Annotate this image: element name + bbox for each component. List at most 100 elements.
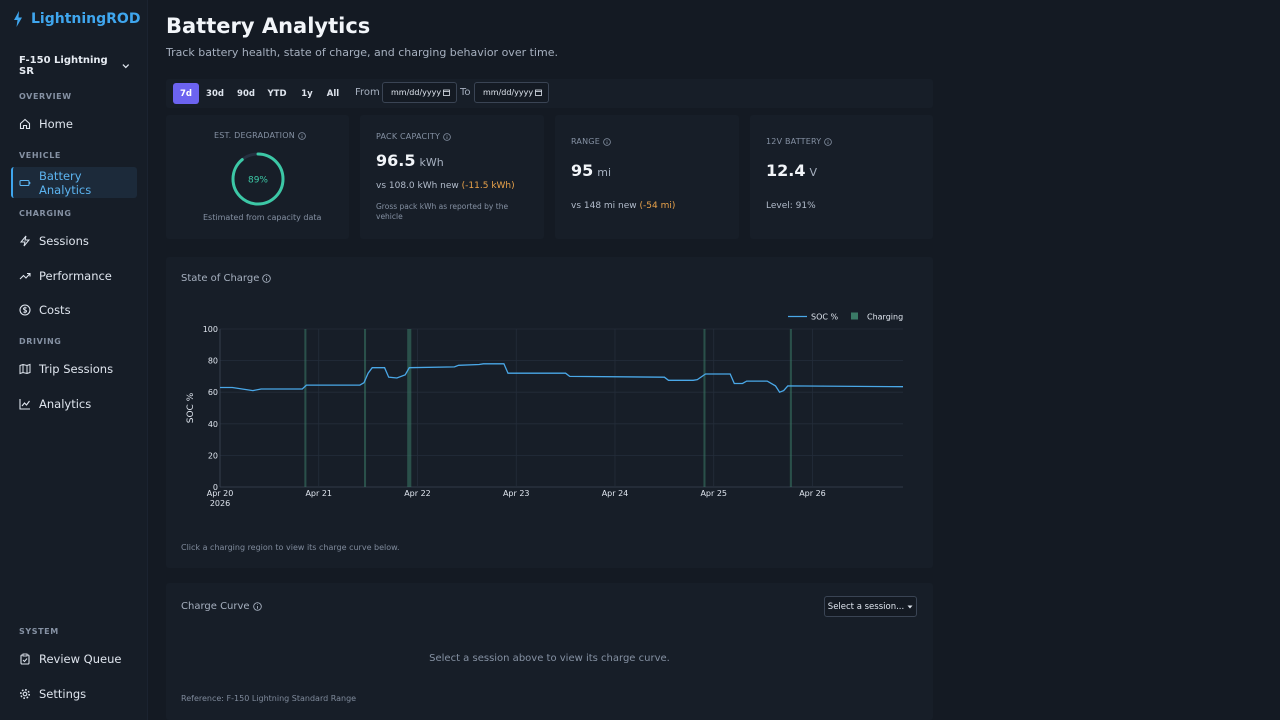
pack-capacity-compare-text: vs 108.0 kWh new [376,181,459,191]
from-date-placeholder: mm/dd/yyyy [391,88,442,97]
y-tick-label: 60 [208,388,218,397]
sidebar-item-label: Costs [39,302,71,317]
y-tick-label: 20 [208,451,218,460]
sidebar-item-battery-analytics[interactable]: Battery Analytics [11,167,137,198]
x-tick-label: Apr 23 [503,489,530,498]
info-icon[interactable] [603,137,611,146]
pack-capacity-delta: (-11.5 kWh) [461,181,515,191]
line-chart-icon [19,398,30,410]
y-tick-label: 80 [208,357,218,366]
sidebar-item-trip-sessions[interactable]: Trip Sessions [11,353,137,384]
y-axis-label: SOC % [186,392,196,423]
range-ytd-button[interactable]: YTD [267,88,287,99]
soc-panel: State of Charge Click a charging region … [166,257,933,568]
x-tick-label: Apr 24 [602,489,629,498]
soc-series-line [220,363,904,393]
range-label-text: RANGE [571,137,600,146]
degradation-label-text: EST. DEGRADATION [214,131,295,140]
aux-battery-label-text: 12V BATTERY [766,137,822,146]
page-title: Battery Analytics [166,14,371,38]
section-driving: DRIVING [19,337,62,346]
chart-legend: SOC % Charging [788,312,903,322]
sidebar-item-sessions[interactable]: Sessions [11,225,137,256]
aux-battery-level: Level: 91% [766,201,816,211]
section-charging: CHARGING [19,209,72,218]
section-overview: OVERVIEW [19,92,72,101]
vehicle-name: F-150 Lightning SR [19,55,108,77]
charge-curve-title-text: Charge Curve [181,601,250,612]
vehicle-selector[interactable]: F-150 Lightning SR [19,55,131,77]
range-value: 95 mi [571,161,611,180]
y-tick-label: 40 [208,420,218,429]
to-label: To [460,87,471,98]
gauge-value: 89% [248,176,268,186]
pack-capacity-number: 96.5 [376,151,416,170]
aux-battery-number: 12.4 [766,161,806,180]
info-icon[interactable] [262,274,272,283]
aux-battery-label: 12V BATTERY [766,137,833,146]
range-30d-button[interactable]: 30d [206,88,224,99]
section-system: SYSTEM [19,627,59,636]
x-tick-label: Apr 20 [207,489,234,498]
date-range-toolbar: 7d 30d 90d YTD 1y All From mm/dd/yyyy To… [166,79,933,108]
sidebar-item-home[interactable]: Home [11,108,137,139]
caret-down-icon [907,605,913,608]
range-all-button[interactable]: All [326,88,340,99]
bolt-icon [19,235,31,246]
from-date-input[interactable]: mm/dd/yyyy [382,82,457,103]
x-tick-label: Apr 25 [700,489,727,498]
sidebar: LightningROD F-150 Lightning SR OVERVIEW… [0,0,148,720]
info-icon[interactable] [298,131,306,140]
pack-capacity-value: 96.5 kWh [376,151,444,170]
map-icon [19,363,31,374]
x-year-label: 2026 [210,499,230,508]
session-select[interactable]: Select a session... [824,596,917,617]
charging-region [407,329,412,487]
legend-soc-label: SOC % [811,313,839,322]
range-compare-text: vs 148 mi new [571,201,637,211]
sidebar-item-costs[interactable]: Costs [11,294,137,325]
pack-capacity-unit: kWh [419,156,444,169]
range-label: RANGE [571,137,611,146]
info-icon[interactable] [443,132,451,141]
sidebar-item-label: Battery Analytics [39,168,92,197]
sidebar-item-analytics[interactable]: Analytics [11,388,137,419]
clipboard-icon [20,653,30,665]
sidebar-item-label: Sessions [39,233,89,248]
charge-curve-reference: Reference: F-150 Lightning Standard Rang… [181,694,357,703]
range-number: 95 [571,161,594,180]
degradation-card: EST. DEGRADATION 89% Estimated from capa… [166,115,349,239]
to-date-input[interactable]: mm/dd/yyyy [474,82,549,103]
range-90d-button[interactable]: 90d [237,88,255,99]
to-date-placeholder: mm/dd/yyyy [483,88,534,97]
y-tick-label: 100 [203,325,218,334]
legend-charging-label: Charging [867,313,903,322]
app-logo[interactable]: LightningROD [13,11,140,27]
calendar-icon [443,89,450,96]
range-card: RANGE 95 mi vs 148 mi new (-54 mi) [555,115,739,239]
dollar-icon [19,303,31,316]
range-compare: vs 148 mi new (-54 mi) [571,201,675,211]
range-1y-button[interactable]: 1y [301,88,313,99]
sidebar-item-performance[interactable]: Performance [11,260,137,291]
sidebar-item-review-queue[interactable]: Review Queue [11,643,137,674]
soc-hint: Click a charging region to view its char… [181,543,400,552]
info-icon[interactable] [824,137,833,146]
pack-capacity-label: PACK CAPACITY [376,132,451,141]
page-subtitle: Track battery health, state of charge, a… [166,46,558,59]
charge-curve-title: Charge Curve [181,601,262,612]
pack-capacity-note: Gross pack kWh as reported by the vehicl… [376,202,509,221]
soc-panel-title-text: State of Charge [181,273,260,284]
sidebar-item-label: Home [39,116,73,131]
chart-grid [219,328,903,488]
bolt-logo-icon [14,11,22,27]
range-7d-button[interactable]: 7d [173,83,199,104]
info-icon[interactable] [252,602,262,611]
soc-panel-title: State of Charge [181,273,272,284]
sidebar-item-settings[interactable]: Settings [11,678,137,709]
section-vehicle: VEHICLE [19,151,61,160]
degradation-gauge: 89% [231,152,285,206]
pack-capacity-compare: vs 108.0 kWh new (-11.5 kWh) [376,181,515,191]
